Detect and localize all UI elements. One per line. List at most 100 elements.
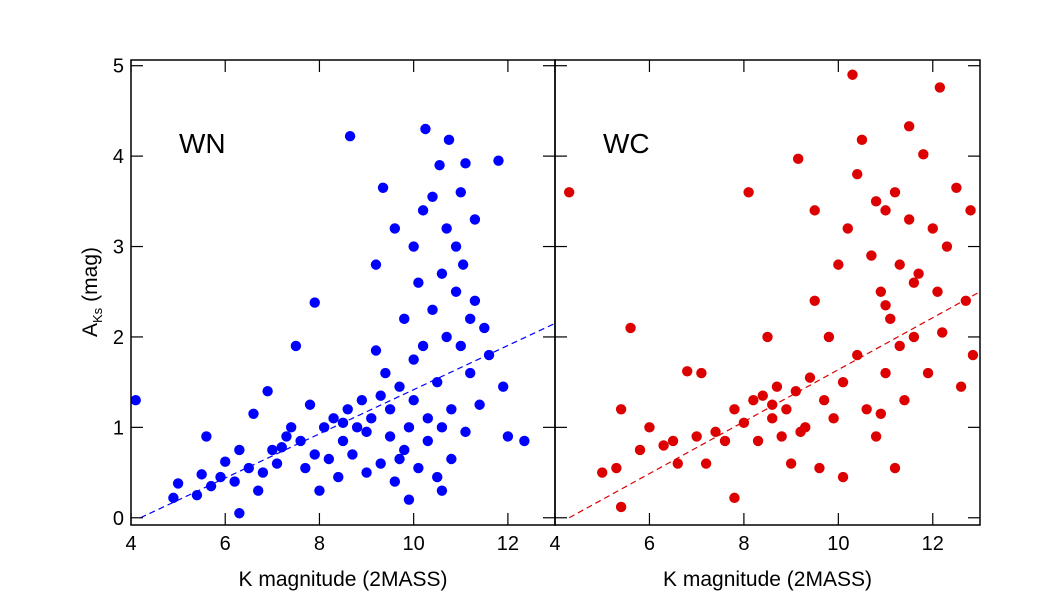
point xyxy=(436,268,448,279)
point xyxy=(234,444,245,456)
point xyxy=(889,462,901,474)
point xyxy=(323,453,335,465)
point xyxy=(615,501,627,513)
point xyxy=(967,349,979,361)
panel-label: WC xyxy=(603,128,650,159)
point xyxy=(497,381,509,392)
point xyxy=(814,462,825,474)
y-tick-label: 1 xyxy=(113,417,124,439)
point xyxy=(837,471,849,483)
point xyxy=(344,131,356,142)
point xyxy=(399,444,410,456)
fit-line xyxy=(140,322,556,519)
point xyxy=(465,313,476,325)
point xyxy=(719,435,731,447)
point xyxy=(934,82,946,93)
point xyxy=(474,399,485,410)
point xyxy=(790,385,802,397)
point xyxy=(762,331,773,343)
fit-line xyxy=(568,291,981,519)
point xyxy=(309,449,320,460)
point xyxy=(875,286,887,297)
x-tick-label: 8 xyxy=(314,533,325,555)
x-axis-label: K magnitude (2MASS) xyxy=(239,568,448,591)
point xyxy=(366,413,377,424)
point xyxy=(903,214,915,225)
point xyxy=(276,442,287,453)
point xyxy=(196,469,207,480)
point xyxy=(469,214,481,225)
point xyxy=(776,431,787,442)
point xyxy=(842,223,853,234)
point xyxy=(394,381,405,392)
point xyxy=(253,485,264,496)
point xyxy=(644,422,655,433)
point xyxy=(309,297,320,308)
point xyxy=(408,241,419,252)
point xyxy=(460,158,471,169)
point xyxy=(356,395,368,406)
x-tick-label: 6 xyxy=(220,533,231,555)
point xyxy=(479,322,490,334)
point xyxy=(870,431,882,442)
x-tick-label: 10 xyxy=(827,533,849,555)
point xyxy=(436,422,448,433)
point xyxy=(172,478,184,489)
point xyxy=(436,485,448,496)
point xyxy=(937,327,948,338)
point xyxy=(752,435,764,447)
point xyxy=(465,367,476,379)
point xyxy=(700,458,712,469)
point xyxy=(417,340,429,352)
y-tick-label: 4 xyxy=(113,146,124,168)
x-tick-label: 4 xyxy=(125,533,136,555)
point xyxy=(875,408,887,419)
x-axis-label: K magnitude (2MASS) xyxy=(663,568,872,591)
point xyxy=(894,340,905,352)
point xyxy=(856,134,868,146)
point xyxy=(257,467,269,478)
point xyxy=(833,259,844,270)
point xyxy=(351,422,363,433)
point xyxy=(370,345,382,356)
point xyxy=(696,367,707,379)
point xyxy=(271,458,283,469)
point xyxy=(377,182,389,193)
point xyxy=(809,205,820,216)
point xyxy=(781,404,792,415)
point xyxy=(743,187,754,198)
point xyxy=(918,149,929,160)
point xyxy=(361,426,372,438)
point xyxy=(281,431,292,442)
point xyxy=(903,121,915,132)
point xyxy=(361,467,372,478)
point xyxy=(417,205,429,216)
point xyxy=(408,395,419,406)
point xyxy=(347,449,358,460)
point xyxy=(767,413,778,424)
point xyxy=(837,376,849,388)
point xyxy=(285,422,297,433)
y-tick-label: 5 xyxy=(113,56,124,78)
point xyxy=(441,223,452,234)
x-tick-label: 6 xyxy=(644,533,655,555)
point xyxy=(795,426,806,438)
point xyxy=(667,435,679,447)
panel-label: WN xyxy=(179,128,226,159)
point xyxy=(852,349,863,361)
point xyxy=(880,367,891,379)
point xyxy=(932,286,943,297)
point xyxy=(469,295,481,306)
point xyxy=(427,191,438,203)
point xyxy=(880,300,891,311)
point xyxy=(965,205,976,216)
point xyxy=(625,322,636,334)
point xyxy=(234,508,245,519)
point xyxy=(168,492,179,504)
point xyxy=(748,395,759,406)
point xyxy=(828,413,839,424)
point xyxy=(434,159,445,171)
point xyxy=(729,404,740,415)
point xyxy=(611,462,622,474)
